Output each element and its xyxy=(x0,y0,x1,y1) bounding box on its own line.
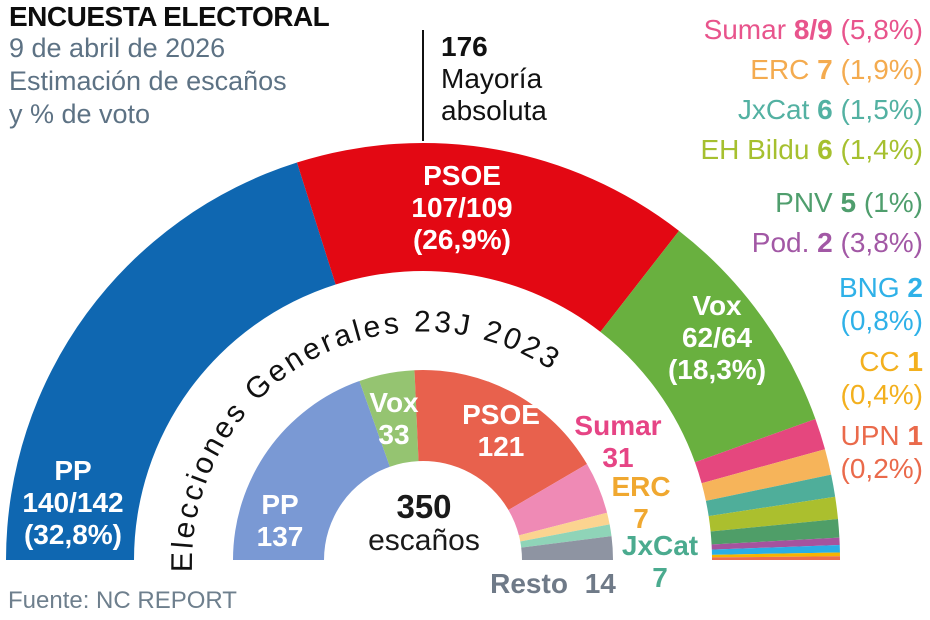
source-credit: Fuente: NC REPORT xyxy=(8,587,237,614)
pp-2023-slice-label: PP 137 xyxy=(256,489,304,552)
legend-item-sumar: Sumar 8/9 (5,8%) xyxy=(703,14,923,45)
psoe-2026-slice-label: PSOE 107/109 (26,9%) xyxy=(411,160,513,255)
slice-2026-upn xyxy=(711,556,840,560)
slice-2026-bng xyxy=(711,545,840,555)
slice-2026-sumar xyxy=(694,418,826,484)
slice-2023-sumar xyxy=(508,464,608,536)
slice-2026-pod xyxy=(711,537,840,550)
legend-item-ehbildu: EH Bildu 6 (1,4%) xyxy=(700,134,923,165)
slice-2026-erc xyxy=(701,449,832,501)
subtitle-desc-2: y % de voto xyxy=(9,99,151,129)
majority-seats: 176 xyxy=(441,31,488,62)
slice-2026-psoe xyxy=(296,143,680,332)
legend-item-bng: BNG 2 (0,8%) xyxy=(838,272,923,336)
majority-label-1: Mayoría xyxy=(441,63,543,94)
party-legend: Sumar 8/9 (5,8%) ERC 7 (1,9%) JxCat 6 (1,5… xyxy=(700,10,923,485)
subtitle-date: 9 de abril de 2026 xyxy=(9,33,226,63)
slice-2026-jxcat xyxy=(705,474,836,517)
vox-2026-slice-label: Vox 62/64 (18,3%) xyxy=(667,290,767,385)
majority-label-2: absoluta xyxy=(441,95,547,126)
vox-2023-slice-label: Vox 33 xyxy=(369,387,419,450)
page-title: ENCUESTA ELECTORAL xyxy=(9,1,330,32)
ring-2026-estimate xyxy=(6,143,840,560)
legend-item-erc: ERC 7 (1,9%) xyxy=(750,54,923,85)
legend-item-pnv: PNV 5 (1%) xyxy=(775,187,923,218)
sumar-2023-label: Sumar 31 xyxy=(574,410,662,473)
erc-2023-label: ERC 7 xyxy=(611,471,671,534)
total-seats-label: 350 escaños xyxy=(368,488,480,558)
slice-2023-resto xyxy=(521,536,613,560)
slice-2023-psoe xyxy=(414,370,587,510)
ring-2023-results xyxy=(233,370,613,560)
legend-item-upn: UPN 1 (0,2%) xyxy=(840,420,923,484)
slice-2023-pp xyxy=(233,380,390,560)
slice-2026-cc xyxy=(711,552,840,558)
chart-subtitle: 9 de abril de 2026 Estimación de escaños… xyxy=(9,32,329,131)
subtitle-desc-1: Estimación de escaños xyxy=(9,66,287,96)
slice-2026-pp xyxy=(6,162,336,560)
slice-2023-erc xyxy=(518,512,610,542)
jxcat-2023-label: JxCat 7 xyxy=(621,530,699,593)
psoe-2023-slice-label: PSOE 121 xyxy=(462,399,540,462)
slice-2026-vox xyxy=(600,230,816,463)
slice-2026-pnv xyxy=(710,518,840,545)
legend-item-cc: CC 1 (0,4%) xyxy=(840,346,923,410)
legend-item-jxcat: JxCat 6 (1,5%) xyxy=(737,94,923,125)
slice-2026-ehbildu xyxy=(708,496,838,532)
slice-2023-jxcat xyxy=(520,524,612,548)
majority-annotation: 176 Mayoría absoluta xyxy=(441,31,547,127)
resto-2023-label: Resto 14 xyxy=(490,568,616,599)
slice-2023-vox xyxy=(359,370,419,467)
pp-2026-slice-label: PP 140/142 (32,8%) xyxy=(22,455,124,550)
legend-item-pod: Pod. 2 (3,8%) xyxy=(751,227,923,258)
chart-header: ENCUESTA ELECTORAL 9 de abril de 2026 Es… xyxy=(9,1,330,131)
